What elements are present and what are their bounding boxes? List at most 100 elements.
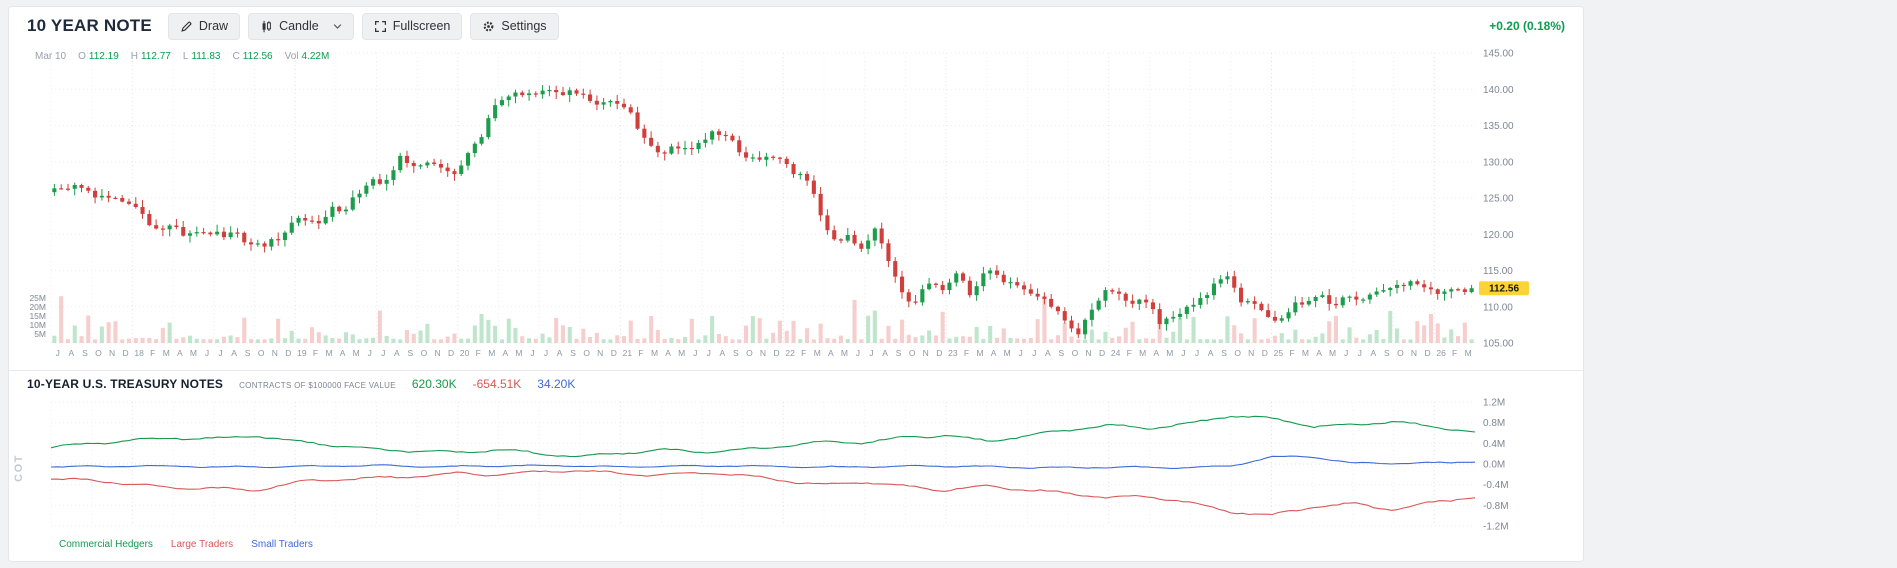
ohlc-close: C 112.56 [232, 51, 273, 62]
svg-text:N: N [760, 348, 766, 358]
svg-text:M: M [1139, 348, 1146, 358]
svg-text:A: A [394, 348, 400, 358]
legend-small-traders[interactable]: Small Traders [251, 539, 313, 550]
large-traders-value: -654.51K [472, 377, 522, 391]
svg-text:A: A [1370, 348, 1376, 358]
legend-commercial-hedgers[interactable]: Commercial Hedgers [59, 539, 153, 550]
svg-text:M: M [190, 348, 197, 358]
svg-text:A: A [828, 348, 834, 358]
svg-text:N: N [1248, 348, 1254, 358]
svg-text:J: J [1032, 348, 1036, 358]
panel-divider [9, 370, 1583, 371]
instrument-title: 10 YEAR NOTE [27, 16, 152, 35]
commercial-hedgers-value: 620.30K [411, 377, 457, 391]
svg-text:M: M [1465, 348, 1472, 358]
svg-text:0.8M: 0.8M [1483, 418, 1505, 429]
svg-text:F: F [1452, 348, 1457, 358]
cot-grid-layer [50, 401, 1475, 527]
svg-text:S: S [82, 348, 88, 358]
svg-text:21: 21 [623, 348, 633, 358]
svg-text:A: A [502, 348, 508, 358]
svg-text:15M: 15M [29, 311, 46, 321]
svg-text:M: M [325, 348, 332, 358]
svg-text:135.00: 135.00 [1483, 121, 1514, 132]
svg-text:A: A [991, 348, 997, 358]
svg-text:O: O [1072, 348, 1079, 358]
svg-text:D: D [773, 348, 779, 358]
svg-text:D: D [1262, 348, 1268, 358]
ohlc-readout: Mar 10 O 112.19 H 112.77 L 111.83 C 112.56 V… [35, 51, 329, 62]
svg-text:0.0M: 0.0M [1483, 460, 1505, 471]
cot-panel: 10-YEAR U.S. TREASURY NOTES CONTRACTS OF… [9, 371, 1583, 550]
cot-title: 10-YEAR U.S. TREASURY NOTES [27, 377, 224, 391]
ohlc-open: O 112.19 [78, 51, 119, 62]
svg-text:J: J [1019, 348, 1023, 358]
svg-text:112.56: 112.56 [1489, 284, 1519, 295]
price-axis-labels: 145.00 140.00 135.00 130.00 125.00 120.00 115.… [1483, 49, 1514, 350]
svg-text:S: S [408, 348, 414, 358]
legend-large-traders[interactable]: Large Traders [170, 539, 234, 550]
ohlc-date: Mar 10 [35, 51, 67, 62]
svg-text:N: N [923, 348, 929, 358]
svg-text:-0.4M: -0.4M [1483, 480, 1509, 491]
svg-text:N: N [597, 348, 603, 358]
draw-button[interactable]: Draw [167, 12, 241, 40]
svg-text:A: A [340, 348, 346, 358]
svg-text:D: D [936, 348, 942, 358]
svg-text:D: D [448, 348, 454, 358]
svg-text:F: F [150, 348, 155, 358]
svg-text:-0.8M: -0.8M [1483, 501, 1509, 512]
cot-series-1 [50, 470, 1476, 516]
svg-text:S: S [1384, 348, 1390, 358]
svg-text:J: J [368, 348, 372, 358]
svg-text:N: N [109, 348, 115, 358]
svg-text:130.00: 130.00 [1483, 157, 1514, 168]
svg-text:F: F [1289, 348, 1294, 358]
svg-text:J: J [693, 348, 697, 358]
gear-icon [484, 21, 494, 31]
svg-text:D: D [285, 348, 291, 358]
svg-text:120.00: 120.00 [1483, 230, 1514, 241]
svg-text:S: S [245, 348, 251, 358]
svg-text:M: M [1004, 348, 1011, 358]
svg-text:5M: 5M [34, 329, 46, 339]
svg-text:25: 25 [1274, 348, 1284, 358]
svg-text:20M: 20M [29, 302, 46, 312]
price-change: +0.20 (0.18%) [1489, 19, 1565, 33]
svg-text:10M: 10M [29, 320, 46, 330]
svg-text:J: J [707, 348, 711, 358]
svg-text:110.00: 110.00 [1483, 302, 1513, 313]
svg-text:A: A [1153, 348, 1159, 358]
cot-chart-canvas[interactable]: 1.2M 0.8M 0.4M 0.0M -0.4M -0.8M -1.2M [9, 397, 1571, 533]
svg-text:M: M [1166, 348, 1173, 358]
chart-type-dropdown[interactable]: Candle [248, 12, 354, 40]
svg-text:20: 20 [460, 348, 470, 358]
svg-text:N: N [1085, 348, 1091, 358]
svg-text:D: D [611, 348, 617, 358]
cot-header: 10-YEAR U.S. TREASURY NOTES CONTRACTS OF… [9, 371, 1583, 397]
svg-text:O: O [421, 348, 428, 358]
svg-text:J: J [544, 348, 548, 358]
svg-text:S: S [1059, 348, 1065, 358]
settings-button[interactable]: Settings [470, 12, 559, 40]
svg-text:A: A [665, 348, 671, 358]
settings-label: Settings [501, 19, 547, 33]
ohlc-volume: Vol 4.22M [284, 51, 330, 62]
cot-axis-labels: 1.2M 0.8M 0.4M 0.0M -0.4M -0.8M -1.2M [1483, 398, 1509, 533]
svg-text:A: A [1045, 348, 1051, 358]
svg-text:M: M [1302, 348, 1309, 358]
svg-text:A: A [1316, 348, 1322, 358]
svg-text:D: D [1099, 348, 1105, 358]
svg-text:125.00: 125.00 [1483, 194, 1514, 205]
svg-text:O: O [95, 348, 102, 358]
svg-text:0.4M: 0.4M [1483, 439, 1505, 450]
svg-text:O: O [1234, 348, 1241, 358]
price-chart-canvas[interactable]: 145.00 140.00 135.00 130.00 125.00 120.00 115.… [9, 45, 1571, 365]
grid-layer [50, 52, 1475, 344]
fullscreen-label: Fullscreen [392, 19, 451, 33]
svg-text:M: M [651, 348, 658, 358]
fullscreen-button[interactable]: Fullscreen [361, 12, 463, 40]
svg-text:J: J [205, 348, 209, 358]
svg-text:A: A [1208, 348, 1214, 358]
